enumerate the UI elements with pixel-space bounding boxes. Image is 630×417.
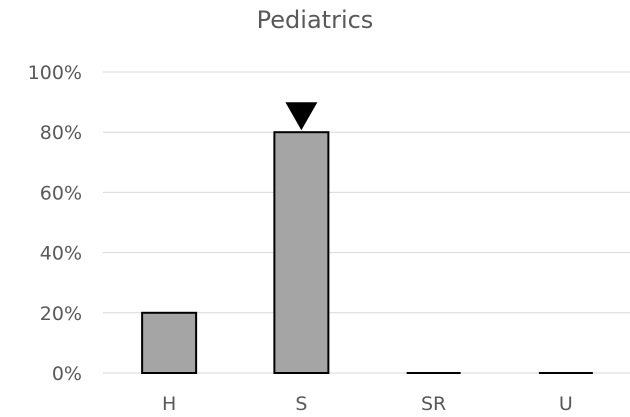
y-tick-label: 40% xyxy=(40,243,82,265)
x-tick-label: H xyxy=(162,393,176,415)
chart-title: Pediatrics xyxy=(256,6,374,34)
x-tick-label: SR xyxy=(421,393,446,415)
y-tick-label: 0% xyxy=(52,363,82,385)
y-tick-label: 20% xyxy=(40,303,82,325)
bar xyxy=(273,131,330,374)
y-tick-label: 60% xyxy=(40,182,82,204)
bar xyxy=(141,311,198,374)
x-tick-label: U xyxy=(559,393,573,415)
x-tick-label: S xyxy=(295,393,307,415)
y-tick-label: 80% xyxy=(40,122,82,144)
y-tick-label: 100% xyxy=(28,62,82,84)
down-triangle-marker xyxy=(285,102,318,131)
